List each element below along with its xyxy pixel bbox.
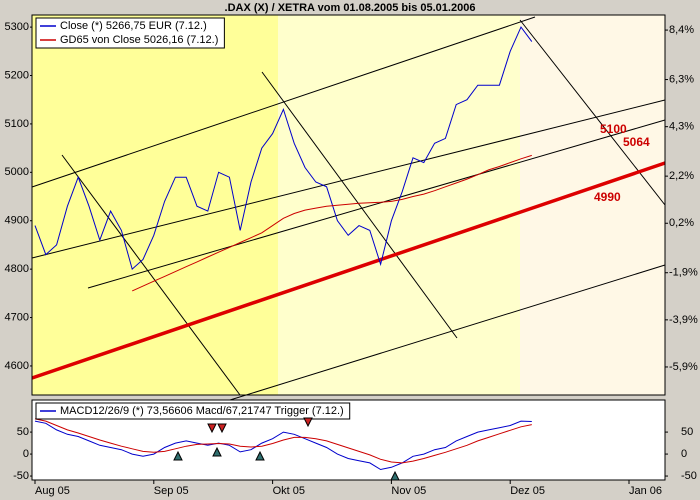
y-tick-label: 5200	[5, 69, 29, 81]
trend-line	[519, 19, 666, 206]
legend-label: Close (*) 5266,75 EUR (7.12.)	[60, 20, 207, 32]
trend-line	[61, 154, 241, 396]
y-tick-label: 4700	[5, 311, 29, 323]
support-line	[31, 161, 666, 380]
y2-tick-label: 2,2%	[669, 170, 694, 182]
legend-box	[35, 17, 225, 49]
y-tick-label: 50	[17, 426, 29, 438]
x-tick-label: Nov 05	[391, 485, 426, 497]
bg-band	[32, 15, 278, 395]
series-line	[34, 420, 532, 471]
buy-marker	[390, 470, 400, 481]
trend-line	[87, 119, 666, 289]
y-tick-label: 5300	[5, 21, 29, 33]
chart-title: .DAX (X) / XETRA vom 01.08.2005 bis 05.0…	[225, 2, 476, 14]
series-line	[34, 26, 533, 271]
legend-label: MACD12/26/9 (*) 73,56606 Macd/67,21747 T…	[60, 405, 344, 417]
annotation: 4990	[594, 190, 621, 204]
series-line	[34, 418, 532, 464]
sell-marker	[207, 423, 217, 434]
x-tick-label: Sep 05	[154, 485, 189, 497]
y2-tick-label: 0	[681, 448, 687, 460]
annotation: 5100	[600, 122, 627, 136]
y-tick-label: 5000	[5, 166, 29, 178]
series-line	[131, 154, 532, 292]
y-tick-label: 4800	[5, 263, 29, 275]
trend-line	[261, 71, 458, 339]
y-tick-label: 4600	[5, 360, 29, 372]
y-tick-label: 0	[23, 448, 29, 460]
x-tick-label: Okt 05	[273, 485, 305, 497]
legend-label: GD65 von Close 5026,16 (7.12.)	[60, 34, 218, 46]
trend-line	[229, 264, 666, 401]
y2-tick-label: 0,2%	[669, 217, 694, 229]
y-tick-label: 5100	[5, 118, 29, 130]
y2-tick-label: 50	[681, 426, 693, 438]
sell-marker	[303, 417, 313, 428]
x-tick-label: Dez 05	[510, 485, 545, 497]
sell-marker	[217, 423, 227, 434]
y2-tick-label: -3,9%	[669, 314, 698, 326]
y2-tick-label: 4,3%	[669, 121, 694, 133]
legend-box	[35, 402, 351, 420]
bg-band	[278, 15, 520, 395]
trend-line	[31, 99, 666, 259]
y2-tick-label: 6,3%	[669, 73, 694, 85]
y2-tick-label: -50	[681, 470, 697, 482]
y-tick-label: 4900	[5, 215, 29, 227]
y-tick-label: -50	[13, 470, 29, 482]
buy-marker	[173, 450, 183, 461]
x-tick-label: Aug 05	[35, 485, 70, 497]
buy-marker	[255, 450, 265, 461]
frame	[31, 14, 666, 396]
y2-tick-label: -5,9%	[669, 361, 698, 373]
x-tick-label: Jan 06	[629, 485, 662, 497]
buy-marker	[212, 446, 222, 457]
annotation: 5064	[623, 135, 650, 149]
y2-tick-label: -1,9%	[669, 267, 698, 279]
frame	[31, 399, 666, 481]
y2-tick-label: 8,4%	[669, 24, 694, 36]
